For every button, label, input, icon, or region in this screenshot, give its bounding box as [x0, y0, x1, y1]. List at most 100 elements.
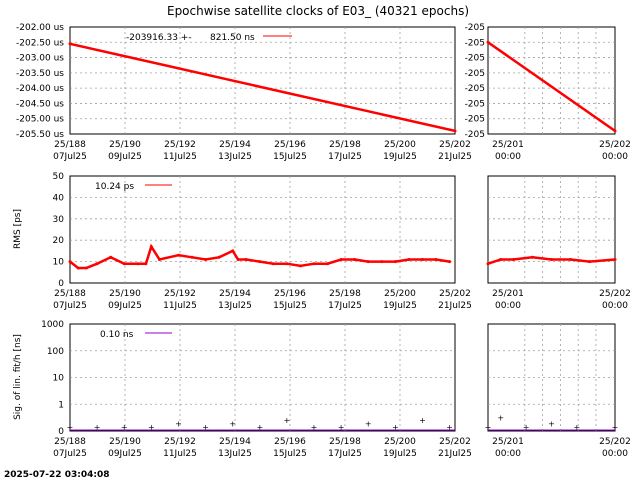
rms-zoom-xtick-date: 00:00: [495, 301, 521, 311]
rms-main-data-point: [353, 258, 357, 261]
sig-main-xtick-label: 25/190: [109, 437, 141, 447]
clock-main-ytick-label: -203.50 us: [16, 69, 64, 79]
clock-zoom-series-line: [487, 41, 616, 132]
rms-ylabel: RMS [ps]: [13, 209, 23, 249]
clock-legend-value2: 821.50 ns: [210, 33, 255, 43]
clock-zoom-ytick-label: -205: [465, 23, 485, 33]
rms-main-xtick-date: 15Jul25: [273, 301, 307, 311]
sig-main-xtick-label: 25/196: [274, 437, 306, 447]
clock-main-ytick-label: -204.00 us: [16, 84, 64, 94]
rms-main-xtick-label: 25/190: [109, 289, 141, 299]
clock-main-xtick-label: 25/200: [384, 140, 416, 150]
rms-main-data-point: [448, 260, 452, 264]
sig-main-data-point: +: [67, 423, 74, 432]
rms-main-data-point: [434, 258, 438, 261]
sig-ylabel: Sig. of lin. fit/h [ns]: [13, 334, 23, 420]
rms-main-ytick-label: 50: [53, 172, 65, 182]
rms-main-data-point: [109, 255, 113, 259]
sig-main-data-point: +: [229, 419, 236, 428]
rms-main-series-line: [69, 243, 450, 270]
rms-main-data-point: [299, 264, 302, 268]
sig-zoom-data-point: +: [574, 423, 581, 432]
sig-main-data-point: +: [338, 423, 345, 432]
sig-main-xtick-label: 25/202: [439, 437, 471, 447]
rms-main-xtick-label: 25/192: [164, 289, 196, 299]
clock-main-ytick-label: -202.00 us: [16, 23, 64, 33]
sig-main-data-point: +: [311, 423, 318, 432]
rms-zoom-data-point: [499, 258, 503, 261]
rms-zoom-data-point: [588, 260, 592, 264]
rms-main-frame: [69, 175, 456, 284]
sig-main-data-point: +: [392, 423, 399, 432]
sig-main-xtick-label: 25/194: [219, 437, 251, 447]
sig-main-xtick-date: 15Jul25: [273, 449, 307, 459]
rms-zoom-data-point: [550, 258, 553, 261]
sig-main-ytick-label: 1: [58, 400, 64, 410]
clock-main-xtick-date: 11Jul25: [163, 152, 197, 162]
rms-main-data-point: [258, 260, 262, 264]
clock-zoom-xtick-label: 25/202: [599, 140, 631, 150]
clock-main-ytick-label: -202.50 us: [16, 38, 64, 48]
rms-main-xtick-label: 25/200: [384, 289, 416, 299]
rms-main-xtick-date: 11Jul25: [163, 301, 197, 311]
clock-zoom-ytick-label: -205: [465, 84, 485, 94]
sig-main-xtick-date: 19Jul25: [383, 449, 417, 459]
sig-main-ytick-label: 10: [53, 374, 65, 384]
rms-main-data-point: [136, 262, 140, 266]
rms-main-data-point: [122, 262, 126, 266]
clock-main-ytick-label: -205.50 us: [16, 130, 64, 140]
clock-zoom-ytick-label: -205: [465, 54, 485, 64]
sig-main-xtick-date: 09Jul25: [108, 449, 142, 459]
rms-main-data-point: [407, 258, 411, 261]
sig-zoom-xtick-label: 25/202: [599, 437, 631, 447]
rms-main-data-point: [393, 260, 397, 264]
rms-main-data-point: [231, 249, 235, 253]
clock-main-series-line: [69, 42, 456, 133]
clock-zoom-ytick-label: -205: [465, 69, 485, 79]
clock-main-xtick-date: 09Jul25: [108, 152, 142, 162]
rms-zoom-data-point: [530, 255, 534, 259]
clock-main-xtick-label: 25/202: [439, 140, 471, 150]
clock-zoom-xtick-label: 25/201: [492, 140, 524, 150]
rms-main-data-point: [326, 262, 330, 266]
rms-main-data-point: [190, 255, 194, 259]
sig-main-data-point: +: [148, 423, 155, 432]
clock-zoom-frame: [487, 26, 616, 135]
rms-main-ytick-label: 10: [53, 258, 65, 268]
rms-main-xtick-label: 25/196: [274, 289, 306, 299]
sig-main-data-point: +: [365, 419, 372, 428]
sig-main-frame: [69, 323, 456, 432]
clock-main-xtick-label: 25/192: [164, 140, 196, 150]
rms-main-xtick-label: 25/194: [219, 289, 251, 299]
sig-zoom-xtick-label: 25/201: [492, 437, 524, 447]
sig-main-xtick-label: 25/192: [164, 437, 196, 447]
sig-main-ytick-label: 0: [58, 427, 64, 437]
sig-main-data-point: +: [202, 423, 209, 432]
rms-main-xtick-date: 13Jul25: [218, 301, 252, 311]
sig-zoom-data-point: +: [612, 423, 619, 432]
clock-zoom-ytick-label: -205: [465, 130, 485, 140]
sig-main-data-point: +: [419, 416, 426, 425]
clock-main-ytick-label: -203.00 us: [16, 54, 64, 64]
clock-main-xtick-date: 19Jul25: [383, 152, 417, 162]
clock-main-xtick-date: 07Jul25: [53, 152, 87, 162]
sig-main-xtick-date: 13Jul25: [218, 449, 252, 459]
rms-zoom-data-point: [569, 258, 573, 261]
rms-main-data-point: [339, 258, 343, 261]
rms-main-xtick-date: 07Jul25: [53, 301, 87, 311]
rms-main-data-point: [236, 258, 240, 261]
clock-zoom-ytick-label: -205: [465, 99, 485, 109]
sig-main-data-point: +: [121, 423, 128, 432]
rms-main-data-point: [84, 266, 88, 270]
rms-main-data-point: [204, 258, 208, 261]
rms-main-data-point: [244, 258, 248, 261]
rms-main-data-point: [285, 262, 289, 266]
rms-main-xtick-label: 25/188: [54, 289, 86, 299]
sig-zoom-data-point: +: [523, 423, 530, 432]
sig-main-xtick-label: 25/200: [384, 437, 416, 447]
sig-main-xtick-date: 07Jul25: [53, 449, 87, 459]
clock-main-frame: [69, 26, 456, 135]
sig-zoom-xtick-date: 00:00: [495, 449, 521, 459]
sig-main-data-point: +: [94, 423, 101, 432]
